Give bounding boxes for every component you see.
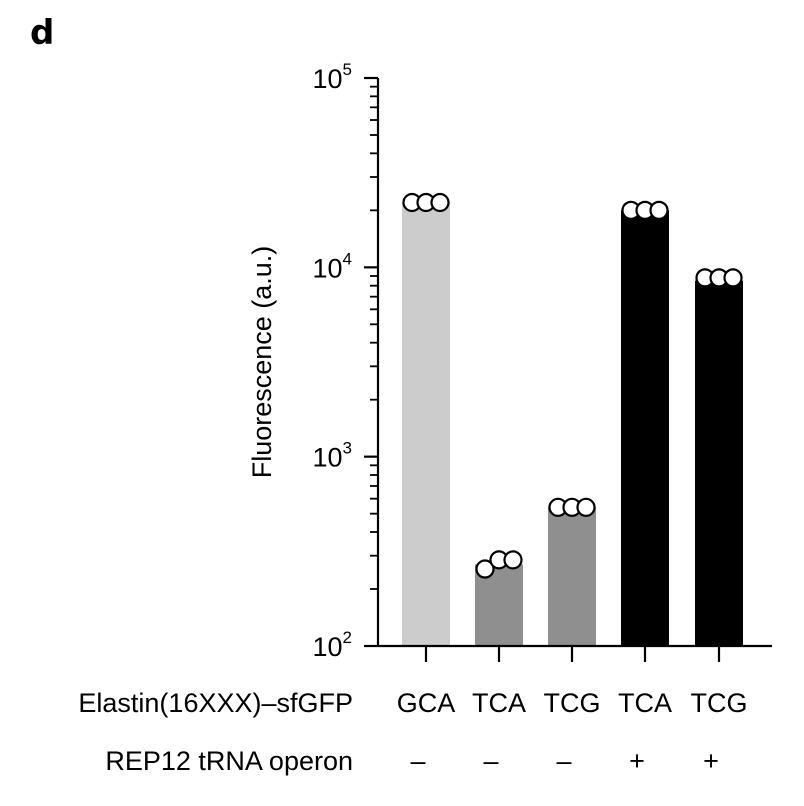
- data-point-5-3: [723, 268, 743, 288]
- bar-4: [621, 210, 669, 646]
- operon-label-5: +: [703, 746, 719, 776]
- data-point-2-1: [475, 559, 495, 579]
- data-points-group: [402, 192, 743, 579]
- category-label-4: TCA: [618, 688, 672, 718]
- data-point-1-3: [430, 192, 450, 213]
- data-point-2-3: [503, 550, 523, 570]
- operon-label-3: –: [556, 746, 571, 776]
- category-label-2: TCA: [472, 688, 526, 718]
- category-label-5: TCG: [691, 688, 748, 718]
- panel-label: d: [30, 13, 54, 53]
- y-tick-label-2: 103: [312, 439, 352, 473]
- operon-row-label: REP12 tRNA operon: [105, 746, 353, 776]
- y-ticks-group: 102 103 104 105: [312, 60, 378, 662]
- data-point-3-3: [576, 497, 596, 517]
- operon-label-2: –: [483, 746, 498, 776]
- data-point-4-3: [649, 200, 669, 220]
- category-label-1: GCA: [397, 688, 456, 718]
- bar-3: [548, 507, 596, 646]
- operon-label-1: –: [410, 746, 425, 776]
- bar-5: [695, 280, 743, 646]
- operon-labels-group: – – – + +: [410, 746, 718, 776]
- bars-group: [402, 202, 743, 646]
- x-ticks-group: [424, 646, 721, 662]
- category-label-3: TCG: [544, 688, 601, 718]
- operon-label-4: +: [629, 746, 645, 776]
- y-tick-label-3: 104: [312, 249, 352, 283]
- bar-1: [402, 202, 450, 646]
- y-axis-label: Fluorescence (a.u.): [247, 246, 277, 479]
- category-labels-group: GCA TCA TCG TCA TCG: [397, 688, 748, 718]
- codon-row-label: Elastin(16XXX)–sfGFP: [78, 688, 353, 718]
- y-tick-label-1: 102: [312, 628, 352, 662]
- y-tick-label-4: 105: [312, 60, 352, 94]
